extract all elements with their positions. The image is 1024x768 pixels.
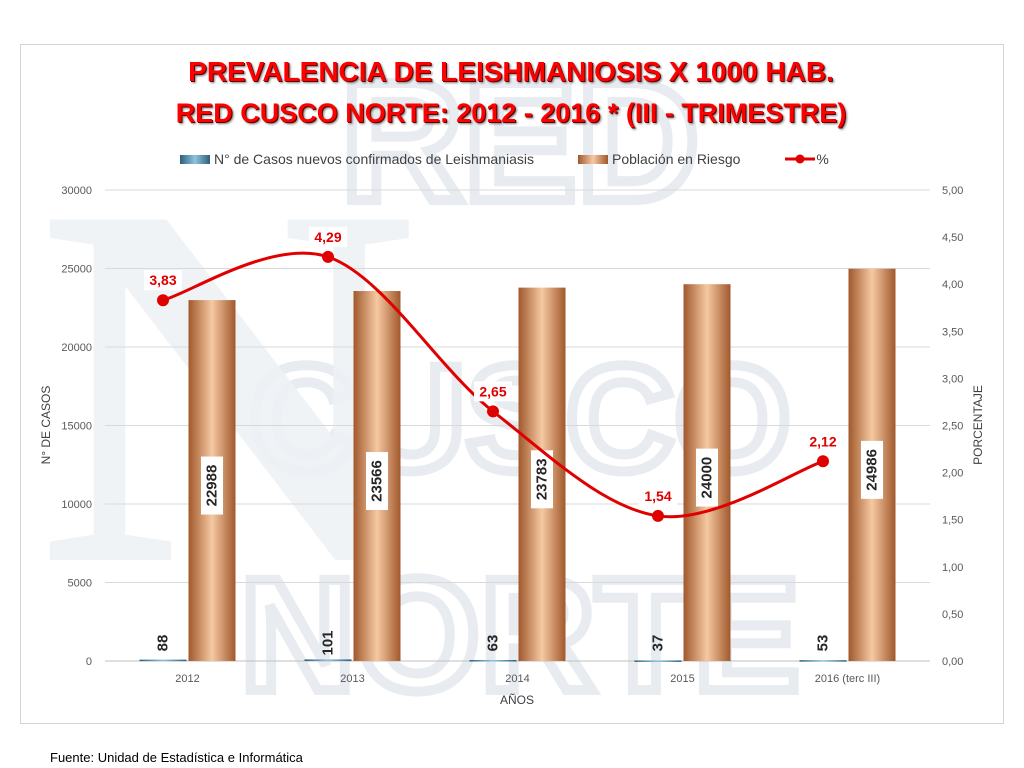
bar-population-label-bg	[201, 456, 223, 515]
bar-cases-label: 88	[155, 635, 172, 652]
chart-subtitle: RED CUSCO NORTE: 2012 - 2016 * (III - TR…	[175, 98, 847, 128]
bar-cases	[139, 659, 187, 662]
percent-label-bg	[309, 226, 347, 247]
bar-population-label-bg	[696, 448, 718, 507]
x-tick-label: 2012	[175, 673, 199, 685]
percent-point	[157, 294, 169, 307]
percent-point	[817, 455, 829, 468]
x-tick-label: 2015	[670, 673, 694, 685]
x-tick-label: 2016 (terc III)	[815, 673, 880, 685]
percent-label-bg	[144, 270, 182, 291]
watermark-word: RED	[341, 47, 700, 237]
y-tick-label-left: 30000	[61, 185, 92, 197]
y-tick-label-right: 0,50	[942, 609, 963, 621]
y-tick-label-right: 2,50	[942, 421, 963, 433]
bar-cases	[469, 660, 517, 662]
percent-label: 3,83	[149, 272, 176, 288]
y-tick-label-left: 20000	[61, 342, 92, 354]
bar-cases	[634, 660, 682, 662]
percent-point	[652, 509, 664, 522]
y-tick-label-right: 4,00	[942, 279, 963, 291]
chart-title: PREVALENCIA DE LEISHMANIOSIS X 1000 HAB.	[188, 56, 834, 87]
bar-population-label: 23566	[369, 460, 386, 502]
bar-cases-label: 37	[650, 635, 667, 652]
bar-population-label: 22988	[204, 465, 221, 507]
legend-swatch-cases	[180, 154, 210, 164]
percent-point	[322, 250, 334, 263]
bar-cases-label: 101	[320, 630, 337, 655]
y-tick-label-left: 5000	[68, 578, 92, 590]
legend-swatch-percent	[785, 154, 816, 164]
y-axis-title-right: PORCENTAJE	[971, 385, 985, 465]
y-axis-title-left: N° DE CASOS	[39, 385, 53, 465]
y-tick-label-left: 10000	[61, 499, 92, 511]
legend-label-percent: %	[816, 151, 829, 167]
percent-label: 4,29	[314, 229, 341, 245]
percent-point	[487, 405, 499, 418]
bar-population-label: 23783	[534, 458, 551, 500]
percent-label-bg	[804, 431, 842, 452]
y-tick-label-right: 1,00	[942, 562, 963, 574]
legend-label-population: Población en Riesgo	[611, 151, 741, 167]
x-axis-title: AÑOS	[499, 693, 535, 707]
bar-population-label-bg	[861, 440, 883, 499]
y-tick-label-left: 25000	[61, 264, 92, 276]
legend-label-cases: N° de Casos nuevos confirmados de Leishm…	[214, 151, 534, 167]
x-tick-label: 2014	[505, 673, 529, 685]
bar-cases-label: 63	[485, 635, 502, 652]
legend-swatch-population	[577, 154, 608, 164]
legend-item-population: Población en Riesgo	[577, 151, 741, 167]
bar-population-label: 24986	[864, 449, 881, 491]
x-tick-label: 2013	[340, 673, 364, 685]
y-tick-label-right: 5,00	[942, 185, 963, 197]
y-tick-label-right: 3,50	[942, 326, 963, 338]
bar-population-label-bg	[531, 450, 553, 509]
bar-population-label: 24000	[699, 457, 716, 499]
bar-cases-label: 53	[815, 635, 832, 652]
legend: N° de Casos nuevos confirmados de Leishm…	[180, 149, 873, 169]
bar-cases	[304, 659, 352, 661]
y-tick-label-right: 4,50	[942, 232, 963, 244]
y-tick-label-right: 1,50	[942, 515, 963, 527]
bar-cases	[799, 660, 847, 662]
y-tick-label-left: 15000	[61, 421, 92, 433]
y-tick-label-right: 3,00	[942, 373, 963, 385]
legend-item-cases: N° de Casos nuevos confirmados de Leishm…	[180, 151, 534, 167]
y-tick-label-right: 0,00	[942, 656, 963, 668]
percent-label: 2,65	[479, 383, 506, 399]
y-tick-label-right: 2,00	[942, 468, 963, 480]
bar-population-label-bg	[366, 452, 388, 511]
legend-item-percent: %	[784, 151, 829, 167]
source-note: Fuente: Unidad de Estadística e Informát…	[50, 750, 303, 765]
percent-label: 2,12	[809, 433, 836, 449]
y-tick-label-left: 0	[86, 656, 92, 668]
percent-label-bg	[639, 485, 677, 506]
percent-label-bg	[474, 381, 512, 402]
percent-label: 1,54	[644, 488, 671, 504]
